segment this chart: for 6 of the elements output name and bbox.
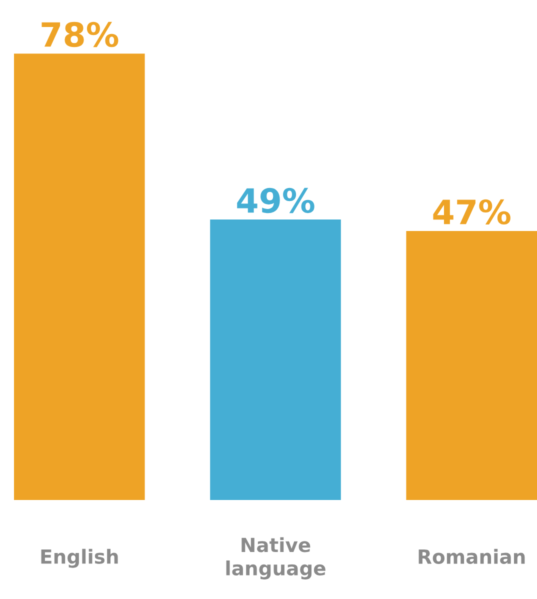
data-label: 47% — [433, 199, 510, 225]
x-tick-label: English — [41, 548, 118, 568]
data-label: 78% — [42, 22, 118, 48]
data-label: 49% — [237, 188, 314, 214]
x-tick-label: Native language — [226, 537, 326, 580]
x-tick-label: Romanian — [418, 548, 525, 564]
